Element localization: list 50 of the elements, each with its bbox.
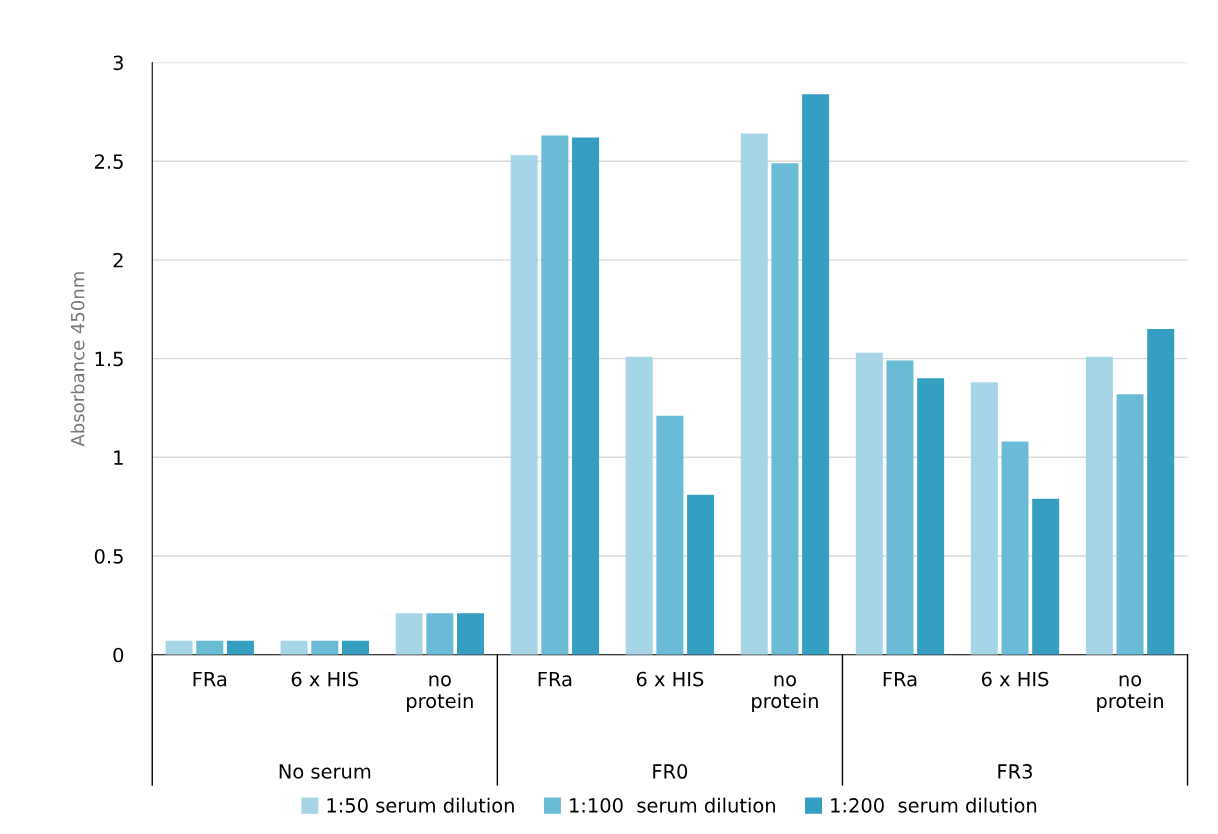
y-tick-label: 1.5 [95, 351, 123, 367]
x-tick-label: no protein [407, 675, 473, 712]
bar [1147, 329, 1175, 655]
x-tick-label: 6 x HIS [981, 671, 1049, 687]
bar [196, 640, 224, 655]
x-tick-label: 6 x HIS [291, 671, 359, 687]
bar [886, 360, 914, 655]
legend-label: 1:200 serum dilution [831, 797, 1037, 813]
y-tick-label: 2.5 [94, 154, 123, 169]
bar [426, 613, 454, 655]
bar [625, 356, 653, 655]
text: No serum [279, 764, 371, 779]
bar [917, 378, 945, 655]
x-tick-label: 6 x HIS [636, 671, 704, 687]
x-tick-label: FRa [538, 671, 572, 687]
y-tick-label: 0.5 [94, 548, 123, 564]
legend-label: 1:100 serum dilution [570, 797, 775, 813]
y-tick-label: 0 [113, 647, 124, 663]
bar [395, 613, 423, 655]
bar [311, 640, 339, 655]
y-axis-title: Absorbance 450nm [70, 272, 85, 447]
bar [226, 640, 254, 655]
bar [341, 640, 369, 655]
bar [802, 94, 830, 655]
bar [457, 613, 485, 655]
bar [165, 640, 193, 655]
y-tick-label: 2 [113, 252, 123, 268]
bar [572, 137, 600, 655]
bar [970, 382, 998, 655]
bar [510, 155, 538, 655]
bar [740, 133, 768, 655]
bar [656, 415, 684, 655]
x-tick-label: FRa [193, 671, 227, 687]
bar [1001, 441, 1029, 655]
bar [280, 640, 308, 655]
text: FR0 [653, 764, 688, 779]
bar [687, 494, 715, 655]
bar [1032, 498, 1060, 655]
x-tick-label: FRa [883, 671, 917, 687]
y-tick-label: 3 [113, 55, 123, 71]
x-tick-label: no protein [752, 675, 818, 712]
bar [1085, 356, 1113, 655]
bar [855, 352, 883, 655]
text: FR3 [998, 764, 1032, 779]
x-tick-label: no protein [1097, 675, 1163, 712]
legend-label: 1:50 serum dilution [327, 797, 514, 813]
bar [771, 163, 799, 655]
bar [1116, 394, 1144, 655]
y-tick-label: 1 [114, 450, 123, 465]
bar [541, 135, 569, 655]
